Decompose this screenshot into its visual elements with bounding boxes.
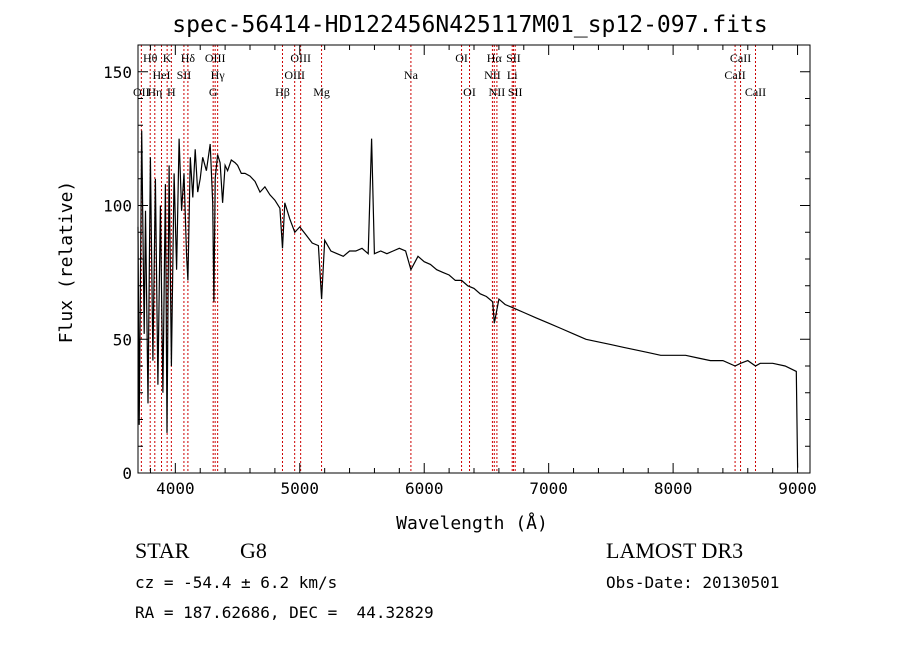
x-tick-label: 5000 — [281, 479, 320, 498]
y-tick-label: 0 — [122, 464, 132, 483]
emission-line-label: K — [163, 51, 172, 65]
emission-line-label: CaII — [730, 51, 751, 65]
y-axis: 0 50 100 150 — [103, 63, 810, 483]
emission-line-label: Hθ — [143, 51, 158, 65]
x-tick-label: 8000 — [654, 479, 693, 498]
emission-line-label: OI — [455, 51, 468, 65]
emission-line-label: OIII — [205, 51, 226, 65]
emission-line-label: Hγ — [211, 68, 226, 82]
obs-date-text: Obs-Date: 20130501 — [606, 573, 780, 592]
emission-line-label: NII — [484, 68, 501, 82]
y-tick-label: 150 — [103, 63, 132, 82]
x-tick-label: 6000 — [405, 479, 444, 498]
emission-line-label: CaII — [724, 68, 745, 82]
x-axis: 4000 5000 6000 7000 8000 9000 — [149, 45, 817, 498]
emission-line-label: OIII — [284, 68, 305, 82]
plot-frame — [137, 44, 811, 474]
emission-line-label: SII — [508, 85, 523, 99]
emission-line-label: Hβ — [275, 85, 290, 99]
emission-line-label: Hα — [487, 51, 503, 65]
spectrum-line — [137, 130, 799, 468]
emission-line-label: HeI — [153, 68, 171, 82]
emission-line-label: OIII — [290, 51, 311, 65]
x-tick-label: 9000 — [778, 479, 817, 498]
y-tick-label: 50 — [113, 330, 132, 349]
emission-lines — [140, 45, 756, 473]
emission-line-label: Hδ — [181, 51, 196, 65]
emission-line-label: NII — [489, 85, 506, 99]
emission-line-label: OII — [133, 85, 150, 99]
emission-line-label: H — [167, 85, 176, 99]
chart-title: spec-56414-HD122456N425117M01_sp12-097.f… — [172, 12, 767, 38]
x-tick-label: 7000 — [529, 479, 568, 498]
emission-line-label: CaII — [745, 85, 766, 99]
x-axis-label: Wavelength (Å) — [396, 512, 548, 534]
emission-line-label: Na — [404, 68, 419, 82]
survey-name: LAMOST DR3 — [606, 538, 744, 563]
object-class: STAR — [135, 538, 190, 563]
x-tick-label: 4000 — [156, 479, 195, 498]
emission-line-label: Li — [507, 68, 518, 82]
coordinates-text: RA = 187.62686, DEC = 44.32829 — [135, 603, 434, 622]
emission-line-label: SII — [506, 51, 521, 65]
emission-line-label: SII — [177, 68, 192, 82]
redshift-text: cz = -54.4 ± 6.2 km/s — [135, 573, 338, 592]
object-subclass: G8 — [240, 538, 267, 563]
emission-line-label: Hη — [147, 85, 162, 99]
y-axis-label: Flux (relative) — [56, 181, 77, 344]
emission-line-label: G — [209, 85, 218, 99]
y-tick-label: 100 — [103, 197, 132, 216]
emission-line-label: Mg — [313, 85, 330, 99]
emission-line-label: OI — [463, 85, 476, 99]
emission-line-labels: OIIHθHηHeIKHSIIHδGOIIIHγHβOIIIOIIIMgNaOI… — [133, 51, 766, 99]
